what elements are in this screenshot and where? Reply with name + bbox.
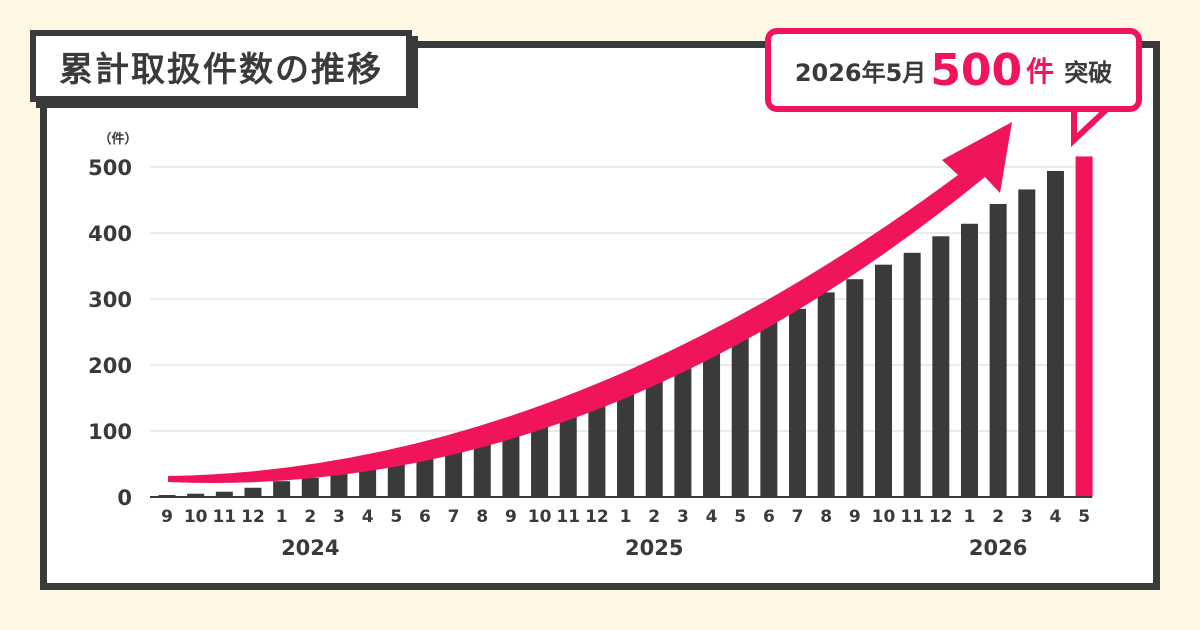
bar — [588, 399, 606, 497]
bar — [359, 467, 377, 497]
x-tick-label: 10 — [184, 507, 208, 527]
x-tick-label: 5 — [390, 507, 402, 527]
x-tick-label: 11 — [900, 507, 924, 527]
bar — [989, 203, 1007, 497]
bar — [731, 338, 749, 497]
x-tick-label: 1 — [620, 507, 632, 527]
bar — [273, 481, 291, 497]
x-tick-label: 8 — [820, 507, 832, 527]
y-tick-labels: 0 100 200 300 400 500 — [88, 156, 132, 510]
x-tick-label: 4 — [706, 507, 718, 527]
x-tick-label: 9 — [505, 507, 517, 527]
bar — [330, 473, 348, 497]
x-tick-label: 5 — [1078, 507, 1090, 527]
x-tick-label: 2 — [992, 507, 1004, 527]
x-tick-label: 2 — [648, 507, 660, 527]
bar — [244, 487, 262, 497]
bar — [703, 353, 721, 497]
x-tick-label: 3 — [1021, 507, 1033, 527]
bar — [846, 279, 864, 497]
bar — [817, 292, 835, 497]
bar — [875, 264, 892, 497]
bar — [531, 423, 549, 497]
year-label: 2024 — [281, 536, 339, 560]
growth-arrow-icon — [168, 122, 1012, 483]
bar — [1018, 189, 1036, 497]
y-tick-label: 500 — [88, 156, 132, 180]
x-tick-label: 1 — [964, 507, 976, 527]
bar — [559, 409, 577, 497]
title-box: 累計取扱件数の推移 — [30, 30, 412, 102]
bar — [960, 223, 978, 497]
x-tick-label: 4 — [1050, 507, 1062, 527]
year-labels: 2024 2025 2026 — [281, 536, 1027, 560]
callout-unit: 件 — [1026, 55, 1055, 88]
x-tick-label: 12 — [929, 507, 953, 527]
x-tick-label: 3 — [333, 507, 345, 527]
x-tick-label: 12 — [585, 507, 609, 527]
x-tick-label: 4 — [362, 507, 374, 527]
x-tick-label: 10 — [528, 507, 552, 527]
year-label: 2025 — [625, 536, 683, 560]
bar — [387, 462, 405, 497]
y-tick-label: 400 — [88, 222, 132, 246]
bar — [617, 389, 635, 497]
callout-suffix: 突破 — [1064, 58, 1113, 87]
bar — [760, 320, 778, 497]
x-tick-label: 7 — [448, 507, 460, 527]
x-tick-label: 11 — [212, 507, 236, 527]
x-tick-label: 3 — [677, 507, 689, 527]
bar — [645, 380, 663, 497]
x-tick-label: 8 — [476, 507, 488, 527]
x-tick-label: 9 — [849, 507, 861, 527]
callout-pointer — [1071, 105, 1116, 147]
milestone-callout: 2026年5月 500 件 突破 — [765, 28, 1142, 112]
y-tick-label: 100 — [88, 420, 132, 444]
bar — [502, 433, 520, 497]
callout-count: 500 — [930, 44, 1023, 96]
x-tick-label: 6 — [419, 507, 431, 527]
year-label: 2026 — [969, 536, 1027, 560]
bar — [215, 491, 233, 497]
bar — [932, 236, 950, 498]
bar — [416, 456, 434, 497]
x-tick-labels: 9 10 11 12 1 2 3 4 5 6 7 8 9 10 11 12 1 2 3 4 5 6 7 8 9 10 11 12 1 2 3… — [161, 507, 1090, 527]
bar — [301, 477, 319, 497]
callout-date: 2026年5月 — [794, 58, 927, 87]
x-tick-label: 10 — [872, 507, 896, 527]
y-tick-label: 300 — [88, 288, 132, 312]
bar — [187, 493, 205, 497]
x-tick-label: 6 — [763, 507, 775, 527]
highlight-bar — [1075, 156, 1093, 497]
x-tick-label: 12 — [241, 507, 265, 527]
y-axis-unit-label: （件） — [98, 131, 137, 147]
y-tick-label: 0 — [117, 486, 132, 510]
bar — [473, 440, 491, 497]
bar — [674, 368, 692, 497]
y-tick-label: 200 — [88, 354, 132, 378]
bar — [789, 308, 807, 497]
x-tick-label: 2 — [304, 507, 316, 527]
x-tick-label: 11 — [556, 507, 580, 527]
x-tick-label: 9 — [161, 507, 173, 527]
page-title: 累計取扱件数の推移 — [59, 49, 383, 90]
x-tick-label: 5 — [734, 507, 746, 527]
x-tick-label: 7 — [792, 507, 804, 527]
bar — [1046, 170, 1064, 497]
x-tick-label: 1 — [276, 507, 288, 527]
bar — [445, 449, 463, 497]
bar — [903, 252, 921, 497]
bars — [158, 156, 1093, 498]
